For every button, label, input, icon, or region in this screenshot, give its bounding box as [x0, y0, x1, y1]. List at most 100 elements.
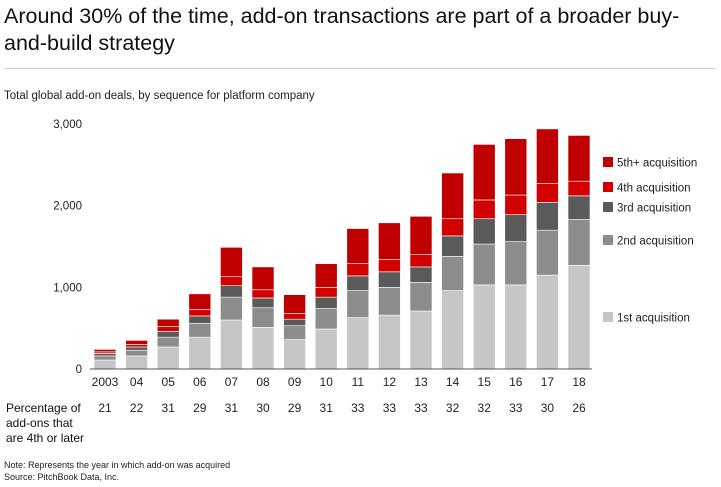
bar-stack-08	[251, 266, 275, 370]
bar-stacks	[93, 128, 591, 370]
bar-segment-3rd-acquisition	[125, 346, 148, 351]
legend-item-2nd-acquisition: 2nd acquisition	[603, 235, 694, 248]
bar-segment-2nd-acquisition	[472, 243, 496, 286]
legend-label: 4th acquisition	[617, 183, 691, 195]
x-tick-label: 12	[383, 375, 397, 389]
percentage-row: 21 22 31 29 31 30 29 31 33 33 33 32 32 33 30 26	[98, 401, 586, 415]
legend-swatch	[603, 202, 613, 212]
bar-segment-1st-acquisition	[536, 274, 559, 370]
bar-segment-5thplus-acquisition	[472, 144, 496, 201]
y-axis: 0 1,000 2,000 3,000	[53, 119, 82, 376]
bar-stack-04	[125, 340, 148, 370]
bar-segment-2nd-acquisition	[314, 308, 338, 330]
bar-segment-1st-acquisition	[251, 327, 275, 370]
legend-item-5thplus-acquisition: 5th+ acquisition	[603, 157, 697, 170]
bar-segment-4th-acquisition	[567, 180, 591, 197]
bar-segment-3rd-acquisition	[251, 297, 275, 309]
bar-stack-06	[188, 293, 212, 370]
x-tick-label: 14	[446, 375, 460, 389]
bar-segment-1st-acquisition	[441, 290, 464, 370]
bar-segment-3rd-acquisition	[314, 296, 338, 309]
bar-stack-13	[409, 215, 433, 370]
bar-stack-05	[156, 318, 180, 370]
x-tick-label: 15	[478, 375, 492, 389]
y-tick-label: 3,000	[53, 119, 82, 131]
bar-segment-3rd-acquisition	[283, 318, 306, 327]
bar-segment-5thplus-acquisition	[156, 318, 180, 327]
bar-stack-12	[378, 222, 401, 370]
bar-segment-4th-acquisition	[283, 313, 306, 320]
bar-segment-1st-acquisition	[283, 339, 306, 370]
x-axis-labels: 2003 04 05 06 07 08 09 10 11 12 13 14 15 16 17 18	[92, 375, 586, 389]
bar-segment-4th-acquisition	[346, 263, 370, 277]
percentage-value: 29	[288, 401, 302, 415]
bar-stack-18	[567, 135, 591, 370]
bar-segment-4th-acquisition	[409, 254, 433, 268]
bar-segment-3rd-acquisition	[472, 218, 496, 245]
bar-stack-10	[314, 263, 338, 370]
source-text: Source: PitchBook Data, Inc.	[4, 471, 120, 482]
bar-segment-1st-acquisition	[567, 264, 591, 370]
bar-segment-2nd-acquisition	[378, 287, 401, 316]
x-tick-label: 09	[288, 375, 302, 389]
bar-segment-3rd-acquisition	[220, 285, 243, 298]
bar-segment-5thplus-acquisition	[346, 228, 370, 264]
title-divider	[4, 68, 716, 69]
bar-segment-2nd-acquisition	[283, 325, 306, 340]
bar-segment-4th-acquisition	[504, 194, 528, 215]
percentage-value: 26	[572, 401, 586, 415]
bar-stack-15	[472, 144, 496, 370]
bar-segment-2nd-acquisition	[220, 296, 243, 321]
bar-segment-1st-acquisition	[93, 359, 117, 370]
percentage-value: 31	[320, 401, 334, 415]
bar-segment-4th-acquisition	[251, 289, 275, 299]
bar-stack-17	[536, 128, 559, 370]
bar-segment-1st-acquisition	[378, 314, 401, 370]
bar-segment-1st-acquisition	[188, 336, 212, 370]
bar-segment-4th-acquisition	[125, 344, 148, 348]
bar-segment-4th-acquisition	[314, 287, 338, 298]
bar-segment-2nd-acquisition	[188, 322, 212, 338]
x-tick-label: 10	[320, 375, 334, 389]
bar-stack-07	[220, 247, 243, 370]
x-tick-label: 16	[509, 375, 523, 389]
percentage-value: 31	[225, 401, 239, 415]
bar-segment-3rd-acquisition	[536, 202, 559, 231]
bar-segment-5thplus-acquisition	[283, 294, 306, 314]
bar-segment-3rd-acquisition	[409, 266, 433, 283]
x-tick-label: 17	[541, 375, 555, 389]
bar-segment-1st-acquisition	[220, 319, 243, 370]
bar-segment-3rd-acquisition	[156, 331, 180, 338]
bar-segment-5thplus-acquisition	[504, 138, 528, 196]
bar-segment-1st-acquisition	[472, 284, 496, 370]
bar-segment-4th-acquisition	[378, 259, 401, 273]
bar-segment-4th-acquisition	[536, 183, 559, 203]
bar-segment-5thplus-acquisition	[441, 172, 464, 220]
percentage-value: 21	[98, 401, 112, 415]
bar-segment-2nd-acquisition	[409, 282, 433, 312]
x-tick-label: 06	[193, 375, 207, 389]
bar-segment-5thplus-acquisition	[93, 349, 117, 353]
bar-segment-5thplus-acquisition	[536, 128, 559, 184]
y-tick-label: 0	[76, 364, 82, 376]
bar-segment-2nd-acquisition	[156, 336, 180, 348]
bar-segment-5thplus-acquisition	[378, 222, 401, 260]
x-tick-label: 08	[256, 375, 270, 389]
bar-segment-3rd-acquisition	[504, 214, 528, 242]
bar-segment-4th-acquisition	[156, 326, 180, 332]
legend: 5th+ acquisition 4th acquisition 3rd acqui…	[603, 157, 697, 325]
x-tick-label: 11	[352, 375, 365, 389]
note-text: Note: Represents the year in which add-o…	[4, 460, 231, 470]
legend-swatch	[603, 312, 613, 322]
x-tick-label: 07	[225, 375, 239, 389]
legend-swatch	[603, 182, 613, 192]
legend-swatch	[603, 235, 613, 245]
percentage-value: 33	[351, 401, 365, 415]
bar-segment-2nd-acquisition	[125, 349, 148, 357]
bar-segment-3rd-acquisition	[346, 275, 370, 291]
bar-segment-2nd-acquisition	[504, 241, 528, 286]
bar-stack-16	[504, 138, 528, 370]
footnotes: Note: Represents the year in which add-o…	[4, 460, 230, 483]
legend-item-4th-acquisition: 4th acquisition	[603, 182, 691, 195]
bar-segment-5thplus-acquisition	[567, 135, 591, 182]
